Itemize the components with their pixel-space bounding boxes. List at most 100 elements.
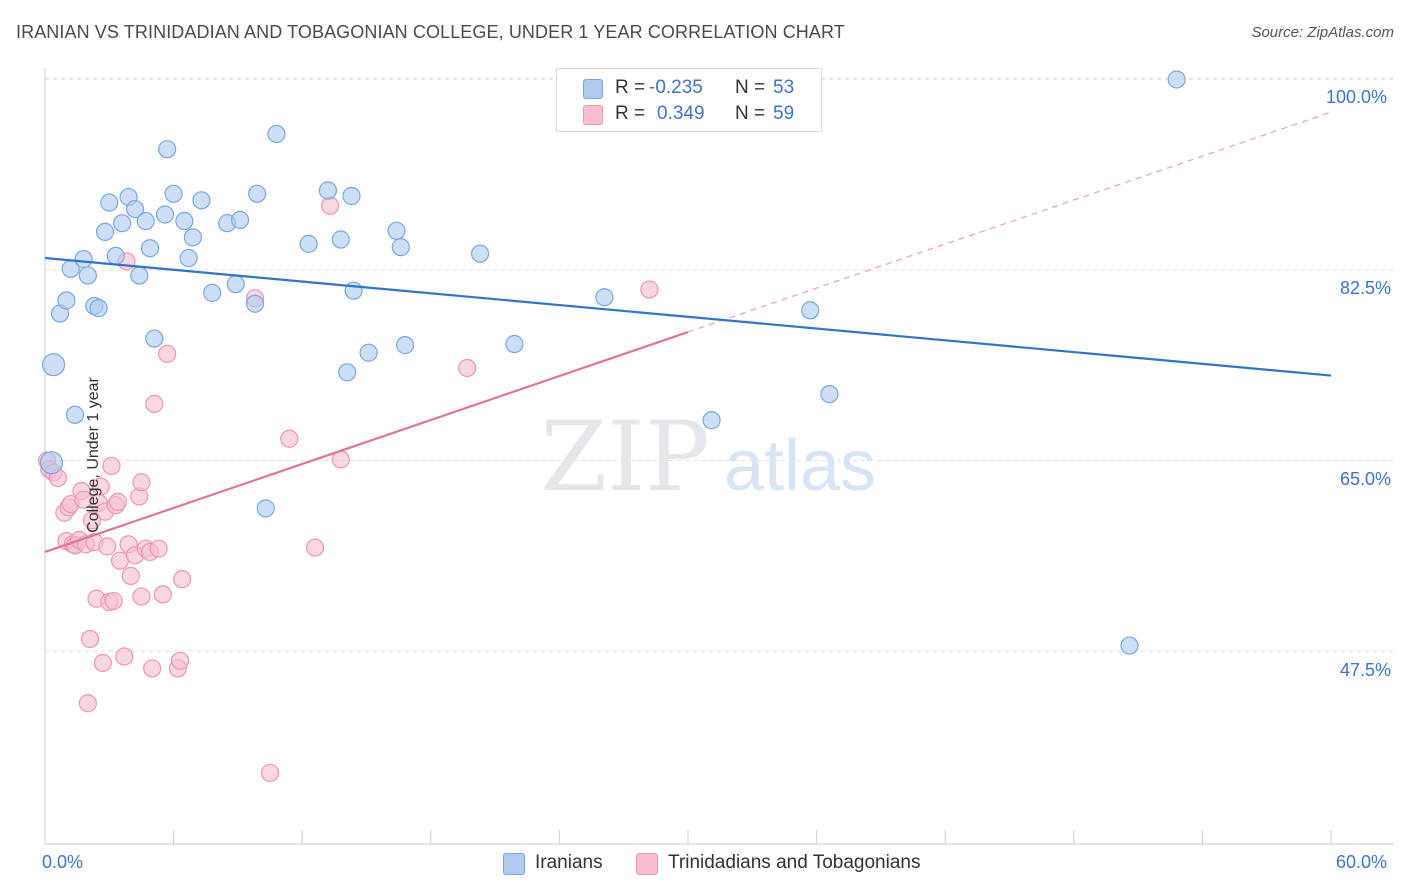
data-point (331, 230, 350, 249)
data-point (89, 299, 108, 318)
data-point (1167, 70, 1186, 89)
data-point (505, 334, 524, 354)
legend-r-label: R = (615, 77, 646, 98)
data-point (230, 210, 250, 230)
x-tick-label-left: 0.0% (42, 852, 84, 872)
data-point (183, 228, 202, 247)
data-point (143, 659, 162, 678)
watermark-atlas: atlas (724, 426, 876, 506)
data-point (342, 186, 361, 206)
chart-title: IRANIAN VS TRINIDADIAN AND TOBAGONIAN CO… (16, 22, 845, 42)
data-point (158, 344, 177, 363)
legend-n-value: 59 (773, 103, 795, 124)
data-point (130, 266, 149, 285)
trend-lines (44, 111, 1332, 553)
data-point (359, 343, 378, 362)
legend-swatch-blue (503, 853, 525, 875)
data-point (78, 266, 97, 285)
data-point (391, 238, 410, 257)
legend-n-value: 53 (773, 77, 795, 98)
legend-swatch-pink (583, 105, 603, 125)
trend-line-trinidadians (44, 331, 689, 553)
data-point (104, 591, 123, 611)
data-point (121, 566, 140, 585)
data-point (256, 499, 275, 518)
source-label: Source: ZipAtlas.com (1251, 24, 1394, 41)
data-point (158, 140, 177, 159)
data-point (132, 587, 151, 606)
legend-swatch-pink (636, 853, 658, 875)
trend-line-trinidadians-extension (687, 111, 1332, 333)
y-axis-label: College, Under 1 year (84, 377, 102, 533)
data-point (125, 199, 145, 219)
data-point (338, 363, 357, 382)
data-point (1120, 636, 1139, 655)
data-point (149, 539, 168, 558)
data-point (57, 291, 76, 310)
data-point (145, 329, 164, 348)
legend-r-value: 0.349 (657, 103, 705, 124)
legend-swatch-blue (583, 79, 603, 99)
data-point (387, 221, 406, 240)
data-point (95, 222, 115, 241)
data-point (164, 184, 183, 203)
data-point (179, 248, 198, 268)
data-point (39, 451, 64, 475)
data-point (595, 288, 614, 307)
data-point (801, 301, 820, 320)
data-point (113, 214, 132, 233)
data-point (175, 211, 194, 231)
data-point (173, 570, 192, 589)
data-point (98, 537, 117, 556)
legend-r-label: R = (615, 103, 646, 124)
data-point (108, 492, 127, 511)
data-point (91, 477, 110, 496)
stats-legend: R = -0.235 N = 53 R = 0.349 N = 59 (556, 68, 822, 132)
data-point (280, 429, 299, 448)
data-point (702, 411, 721, 430)
data-point (170, 651, 190, 670)
data-point (299, 234, 318, 253)
data-point (145, 394, 164, 413)
y-tick-label: 65.0% (1340, 469, 1392, 489)
data-point (458, 358, 477, 378)
data-point (226, 275, 245, 294)
data-point (820, 384, 839, 404)
data-point (248, 184, 267, 203)
legend-n-label: N = (735, 103, 766, 124)
data-point (140, 239, 160, 258)
data-point (640, 280, 659, 299)
axes (44, 68, 1394, 845)
data-point (93, 653, 112, 673)
legend-label: Trinidadians and Tobagonians (668, 852, 921, 873)
legend-n-label: N = (735, 77, 766, 98)
legend-r-value: -0.235 (649, 77, 703, 98)
y-tick-label: 82.5% (1340, 278, 1392, 298)
data-point (267, 124, 286, 144)
data-point (153, 585, 172, 604)
data-point (318, 181, 338, 200)
data-point (65, 405, 85, 424)
data-point (83, 511, 102, 530)
data-point (115, 647, 134, 666)
data-point (102, 456, 121, 476)
data-point (470, 244, 490, 263)
data-point (320, 196, 340, 215)
data-point (203, 283, 222, 302)
data-point (74, 250, 93, 269)
data-point (80, 629, 100, 649)
data-point (192, 191, 211, 210)
data-point (245, 294, 265, 313)
legend-label: Iranians (535, 852, 603, 873)
watermark-zip: ZIP (540, 401, 709, 513)
blue-points-group (39, 70, 1186, 655)
data-point (155, 205, 175, 224)
data-point (136, 211, 155, 231)
data-point (100, 193, 119, 212)
data-point (260, 763, 280, 783)
grid-lines (45, 77, 1394, 652)
x-tick-label-right: 60.0% (1336, 852, 1388, 872)
y-tick-label: 47.5% (1340, 660, 1392, 680)
data-point (106, 246, 125, 265)
